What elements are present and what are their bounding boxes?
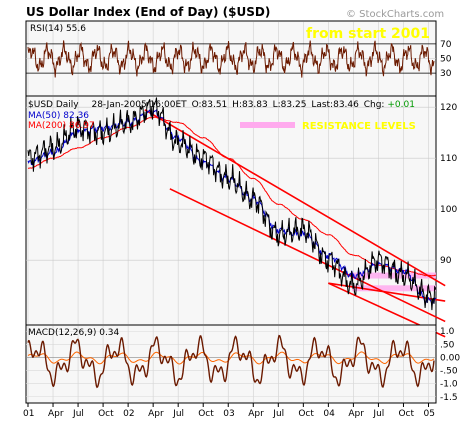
x-tick-label: Jul	[272, 409, 284, 419]
rsi-tick-label: 30	[440, 69, 452, 79]
x-tick-label: 05	[423, 409, 434, 419]
watermark: © StockCharts.com	[346, 9, 444, 20]
macd-tick-label: -1.0	[440, 380, 458, 390]
x-tick-label: Jul	[372, 409, 384, 419]
resistance-legend-swatch	[240, 122, 295, 128]
info-open: O:83.51	[192, 100, 228, 110]
x-tick-label: Oct	[98, 409, 114, 419]
rsi-tick-label: 70	[440, 40, 452, 50]
x-tick-label: Apr	[248, 409, 264, 419]
x-tick-label: 03	[223, 409, 234, 419]
macd-tick-label: -1.5	[440, 393, 458, 403]
resistance-annotation: RESISTANCE LEVELS	[302, 121, 416, 132]
x-tick-label: Oct	[198, 409, 214, 419]
rsi-annotation: from start 2001	[306, 26, 430, 42]
trendline	[144, 109, 446, 287]
price-ticks: 90 100 110 120	[440, 103, 457, 266]
x-tick-label: Oct	[398, 409, 414, 419]
rsi-tick-label: 50	[440, 55, 452, 65]
price-info: $USD Daily 28-Jan-2005 16:00ET O:83.51 H…	[28, 100, 415, 110]
macd-panel	[25, 324, 437, 404]
x-tick-label: Jul	[172, 409, 184, 419]
macd-label: MACD(12,26,9) 0.34	[28, 328, 120, 338]
macd-tick-label: 1.0	[440, 327, 455, 337]
x-tick-label: Oct	[298, 409, 314, 419]
x-tick-label: 04	[323, 409, 335, 419]
resistance-band	[352, 285, 436, 292]
price-tick-label: 100	[440, 205, 457, 215]
x-axis: 01 Apr Jul Oct 02 Apr Jul Oct 03 Apr Jul Oct 04 Apr Ju…	[23, 403, 435, 419]
x-tick-label: 02	[123, 409, 134, 419]
trendline	[169, 188, 446, 323]
x-tick-label: Apr	[48, 409, 64, 419]
chart-title: US Dollar Index (End of Day) ($USD)	[26, 5, 270, 19]
price-line	[27, 97, 437, 311]
price-tick-label: 90	[440, 256, 452, 266]
x-tick-label: Jul	[72, 409, 84, 419]
x-tick-label: 01	[23, 409, 34, 419]
x-tick-label: Apr	[148, 409, 164, 419]
price-grid	[26, 97, 436, 324]
macd-tick-label: .50	[440, 340, 455, 350]
x-tick-label: Apr	[348, 409, 364, 419]
price-tick-label: 120	[440, 103, 457, 113]
resistance-bands	[352, 272, 436, 292]
macd-tick-label: 0.00	[440, 353, 460, 363]
price-tick-label: 110	[440, 154, 457, 164]
info-chg-label: Chg:	[364, 100, 385, 110]
info-last: Last:83.46	[311, 100, 359, 110]
rsi-label: RSI(14) 55.6	[30, 24, 86, 34]
rsi-line	[27, 40, 435, 78]
info-chg-value: +0.01	[387, 100, 415, 110]
info-low: L:83.25	[273, 100, 307, 110]
macd-ticks: 1.0 .50 0.00 -.50 -1.0 -1.5	[440, 327, 460, 403]
rsi-ticks: 30 50 70	[440, 40, 452, 79]
info-high: H:83.83	[232, 100, 268, 110]
macd-tick-label: -.50	[440, 367, 458, 377]
info-date: 28-Jan-2005 16:00ET	[91, 100, 187, 110]
macd-line	[27, 334, 435, 389]
ma50-label: MA(50) 82.36	[28, 111, 89, 121]
macd-grid	[26, 326, 436, 402]
info-symbol: $USD Daily	[28, 100, 79, 110]
resistance-band	[352, 272, 436, 279]
ma200-label: MA(200) 86.97	[28, 121, 95, 131]
